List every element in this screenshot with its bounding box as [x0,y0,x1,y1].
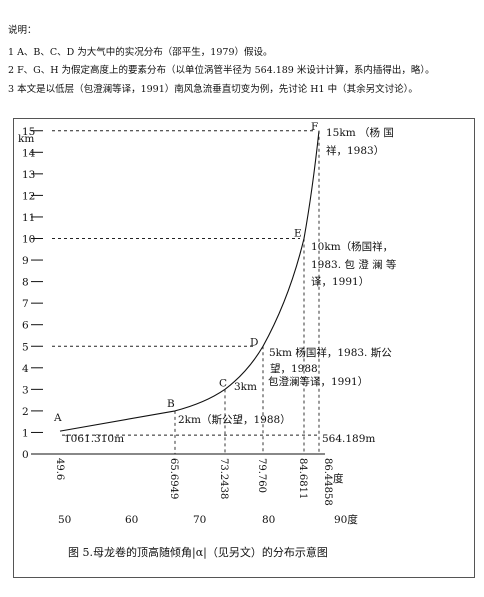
annotation-e3: 译，1991） [311,276,369,288]
y-tick-label: 4 [22,363,29,375]
curve-line [59,130,320,432]
x-tick-label: 50 [58,514,71,526]
y-tick-label: 3 [22,384,29,396]
x-unit-label: 度 [333,472,344,485]
annotation-b: 2km（斯公望，1988） [178,413,291,426]
figure-caption: 图 5.母龙卷的顶高随倾角|α|（见另文）的分布示意图 [68,546,328,559]
annotation-c2: 包澄澜等译，1991） [268,375,368,388]
note-3: 3 本文是以低层（包澄澜等译，1991）南风急流垂直切变为例，先讨论 H1 中（… [8,83,418,95]
annotation-e2: 1983. 包 澄 澜 等 [311,258,397,271]
y-tick-label: 1 [22,427,29,439]
point-label-e: E [294,228,302,240]
x-tick-label: 80 [262,514,275,526]
x-tick-label: 70 [193,514,206,526]
annotation-e1: 10km（杨国祥， [311,240,393,253]
notes-heading: 说明： [8,25,37,36]
x-tick-vertical-label: 49.6 [54,458,65,480]
x-tick-vertical-label: 86.44858 [322,458,333,506]
y-tick-label: 12 [22,190,35,202]
y-tick-label: 11 [22,212,35,224]
y-tick-label: 14 [22,147,36,159]
x-tick-label: 60 [125,514,138,526]
y-tick-label: 9 [22,255,29,267]
y-tick-label: 6 [22,320,29,332]
y-tick-label: 5 [22,341,29,353]
y-tick-label: 10 [22,234,35,246]
annotation-d2: 望，1988 [270,362,318,375]
notes: 说明： 1 A、B、C、D 为大气中的实况分布（邵平生，1979）假设。 2 F… [8,0,478,99]
annotation-c: 3km [234,381,257,393]
point-label-b: B [167,398,175,410]
x-tick-vertical-label: 79.760 [256,458,267,493]
point-label-a: A [53,412,62,424]
y-tick-label: 2 [22,406,29,418]
y-tick-label: 8 [22,277,29,289]
y-axis-label: km [18,133,34,145]
x-tick-vertical-label: 65.6949 [168,458,179,499]
point-label-d: D [250,336,258,348]
annotation-f1: 15km （杨 国 [326,126,394,139]
x-tick-vertical-label: 84.6811 [297,458,308,499]
annotation-a: 1061.310m [64,433,124,445]
figure-frame [13,118,475,578]
point-label-c: C [219,377,227,389]
x-tick-vertical-label: 73.2438 [218,458,229,499]
annotation-d1: 5km 杨国祥，1983. 斯公 [269,346,392,359]
point-label-f: F [311,121,318,133]
note-2: 2 F、G、H 为假定高度上的要素分布（以单位涡管半径为 564.189 米设计… [8,65,435,76]
x-tick-label: 90度 [334,513,358,526]
note-1: 1 A、B、C、D 为大气中的实况分布（邵平生，1979）假设。 [8,46,273,58]
annotation-a-right: 564.189m [322,433,375,445]
y-tick-label: 13 [22,169,35,181]
y-tick-label: 15 [22,126,35,138]
annotation-f2: 祥，1983） [326,144,384,157]
y-tick-label: 0 [22,449,29,461]
y-tick-label: 7 [22,298,29,310]
